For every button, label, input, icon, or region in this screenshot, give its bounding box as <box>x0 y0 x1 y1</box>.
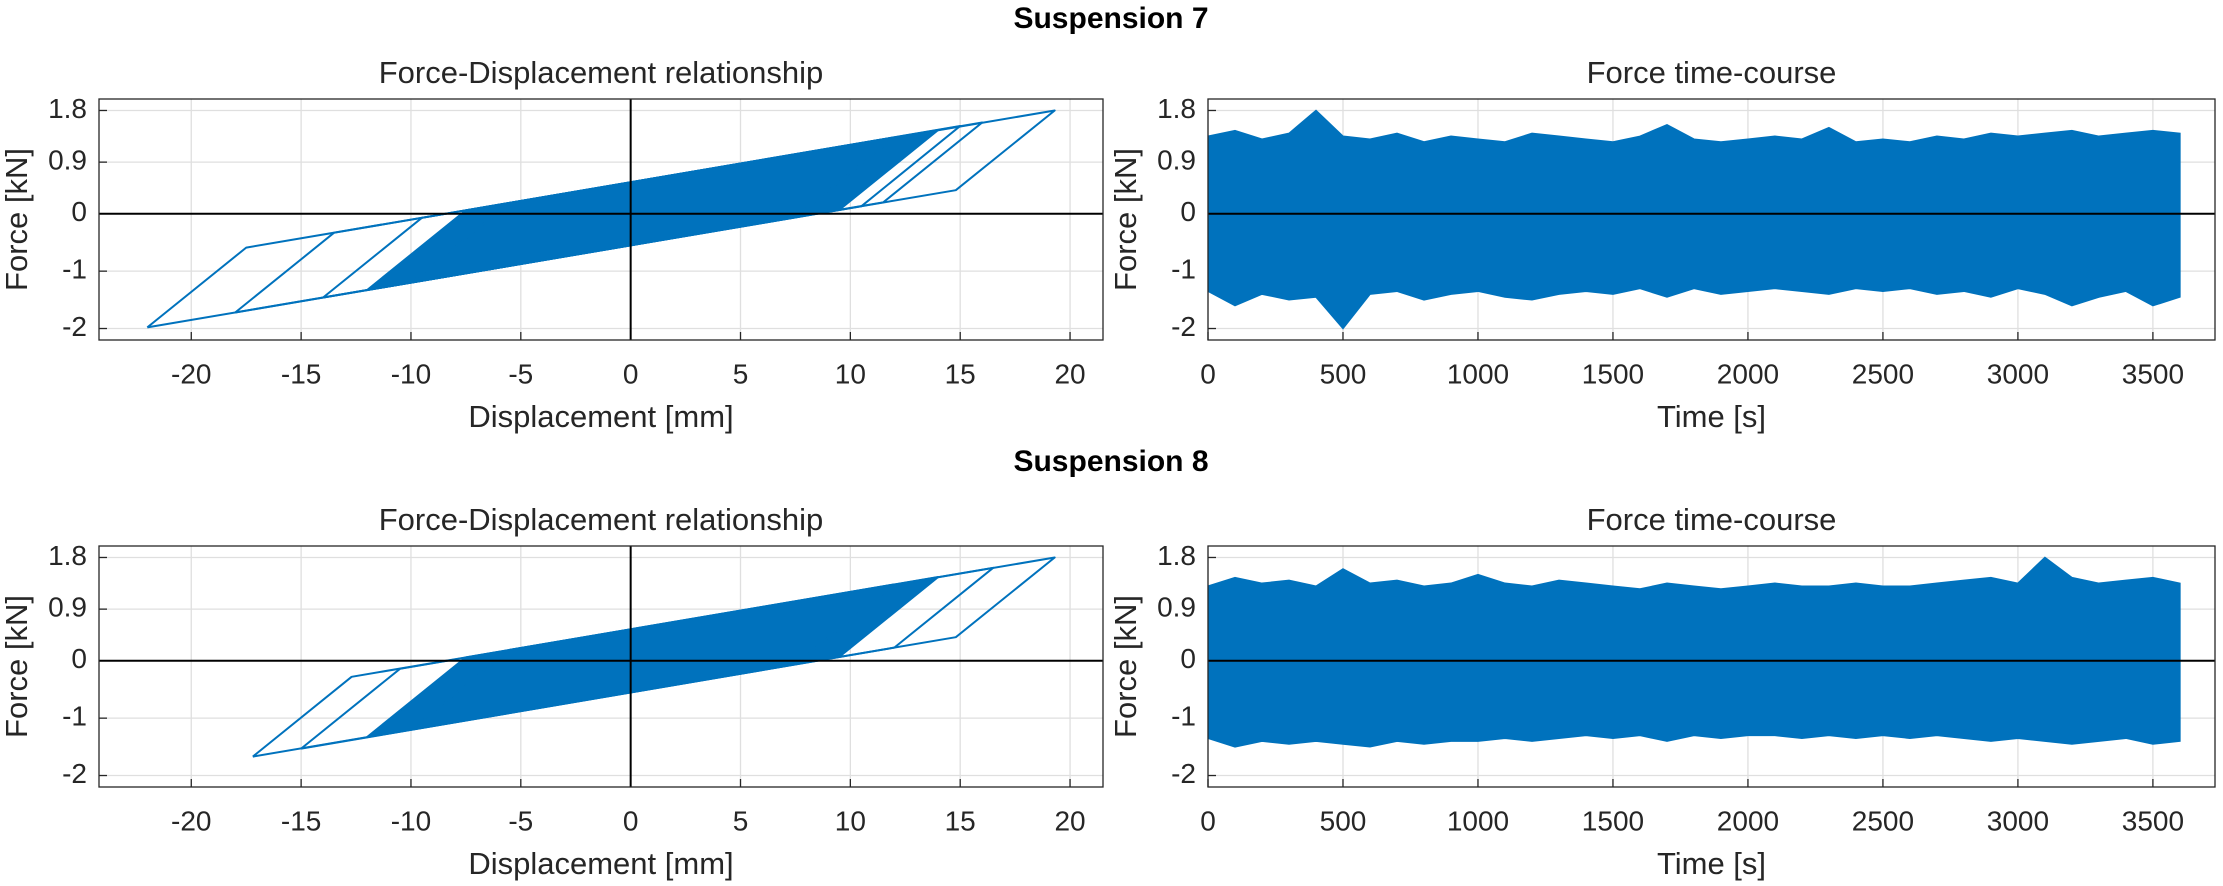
axes-box <box>98 545 1104 788</box>
axes-box <box>98 98 1104 341</box>
x-tick-label: -15 <box>281 805 321 836</box>
y-tick-label: -2 <box>1171 758 1196 789</box>
x-tick-label: 20 <box>1054 805 1085 836</box>
force-envelope <box>1208 660 2181 748</box>
plot-content <box>146 109 1056 329</box>
x-axis-label: Time [s] <box>1657 846 1766 881</box>
y-tick-label: -2 <box>62 311 87 342</box>
plot-content <box>1208 109 2181 330</box>
y-axis-label: Force [kN] <box>1108 148 1143 291</box>
x-tick-label: 0 <box>1200 805 1216 836</box>
chart-title: Force time-course <box>1587 502 1837 537</box>
x-tick-label: -20 <box>171 805 211 836</box>
x-tick-label: 1500 <box>1582 358 1644 389</box>
suptitle: Suspension 8 <box>1013 445 1208 478</box>
x-tick-label: 10 <box>835 358 866 389</box>
y-tick-label: 0 <box>71 196 87 227</box>
x-tick-label: -10 <box>391 358 431 389</box>
x-tick-label: 5 <box>733 358 749 389</box>
x-tick-label: 5 <box>733 805 749 836</box>
y-axis-label: Force [kN] <box>0 148 34 291</box>
chart-title: Force time-course <box>1587 55 1837 90</box>
plot-content <box>252 556 1056 758</box>
y-tick-label: -2 <box>1171 311 1196 342</box>
y-tick-label: 0.9 <box>48 592 87 623</box>
x-tick-label: 20 <box>1054 358 1085 389</box>
y-tick-label: 0.9 <box>1157 145 1196 176</box>
x-tick-label: 0 <box>1200 358 1216 389</box>
y-tick-label: 0.9 <box>48 145 87 176</box>
y-tick-label: 1.8 <box>48 93 87 124</box>
x-tick-label: 15 <box>945 358 976 389</box>
x-tick-label: 1000 <box>1447 358 1509 389</box>
force-envelope <box>1208 109 2181 215</box>
y-tick-label: -1 <box>1171 254 1196 285</box>
y-tick-label: 0 <box>71 643 87 674</box>
x-tick-label: -10 <box>391 805 431 836</box>
suptitle: Suspension 7 <box>1013 2 1208 35</box>
y-axis-label: Force [kN] <box>1108 595 1143 738</box>
x-tick-label: 15 <box>945 805 976 836</box>
x-tick-label: 500 <box>1320 805 1367 836</box>
x-axis-label: Displacement [mm] <box>468 399 733 434</box>
x-tick-label: 3000 <box>1987 358 2049 389</box>
x-tick-label: 2000 <box>1717 358 1779 389</box>
y-tick-label: -1 <box>62 254 87 285</box>
x-tick-label: 2000 <box>1717 805 1779 836</box>
y-tick-label: 1.8 <box>48 540 87 571</box>
x-tick-label: -5 <box>508 358 533 389</box>
x-tick-label: 3500 <box>2122 358 2184 389</box>
x-tick-label: 0 <box>623 805 639 836</box>
x-tick-label: -5 <box>508 805 533 836</box>
hysteresis-loop <box>410 136 896 284</box>
hysteresis-loop <box>410 583 896 731</box>
y-tick-label: 1.8 <box>1157 93 1196 124</box>
chart-title: Force-Displacement relationship <box>379 502 824 537</box>
y-tick-label: 0.9 <box>1157 592 1196 623</box>
x-tick-label: -20 <box>171 358 211 389</box>
y-tick-label: 0 <box>1180 643 1196 674</box>
y-axis-label: Force [kN] <box>0 595 34 738</box>
x-tick-label: 2500 <box>1852 358 1914 389</box>
y-tick-label: 1.8 <box>1157 540 1196 571</box>
x-axis-label: Time [s] <box>1657 399 1766 434</box>
x-tick-label: 2500 <box>1852 805 1914 836</box>
x-tick-label: 10 <box>835 805 866 836</box>
x-tick-label: 1000 <box>1447 805 1509 836</box>
x-tick-label: 3500 <box>2122 805 2184 836</box>
x-tick-label: 0 <box>623 358 639 389</box>
chart-title: Force-Displacement relationship <box>379 55 824 90</box>
axes-box <box>1207 98 2216 341</box>
y-tick-label: 0 <box>1180 196 1196 227</box>
axes-box <box>1207 545 2216 788</box>
y-tick-label: -1 <box>62 701 87 732</box>
x-tick-label: 1500 <box>1582 805 1644 836</box>
y-tick-label: -2 <box>62 758 87 789</box>
plot-content <box>1208 556 2181 748</box>
x-tick-label: -15 <box>281 358 321 389</box>
x-tick-label: 3000 <box>1987 805 2049 836</box>
y-tick-label: -1 <box>1171 701 1196 732</box>
force-envelope <box>1208 213 2181 330</box>
x-tick-label: 500 <box>1320 358 1367 389</box>
force-envelope <box>1208 556 2181 662</box>
x-axis-label: Displacement [mm] <box>468 846 733 881</box>
